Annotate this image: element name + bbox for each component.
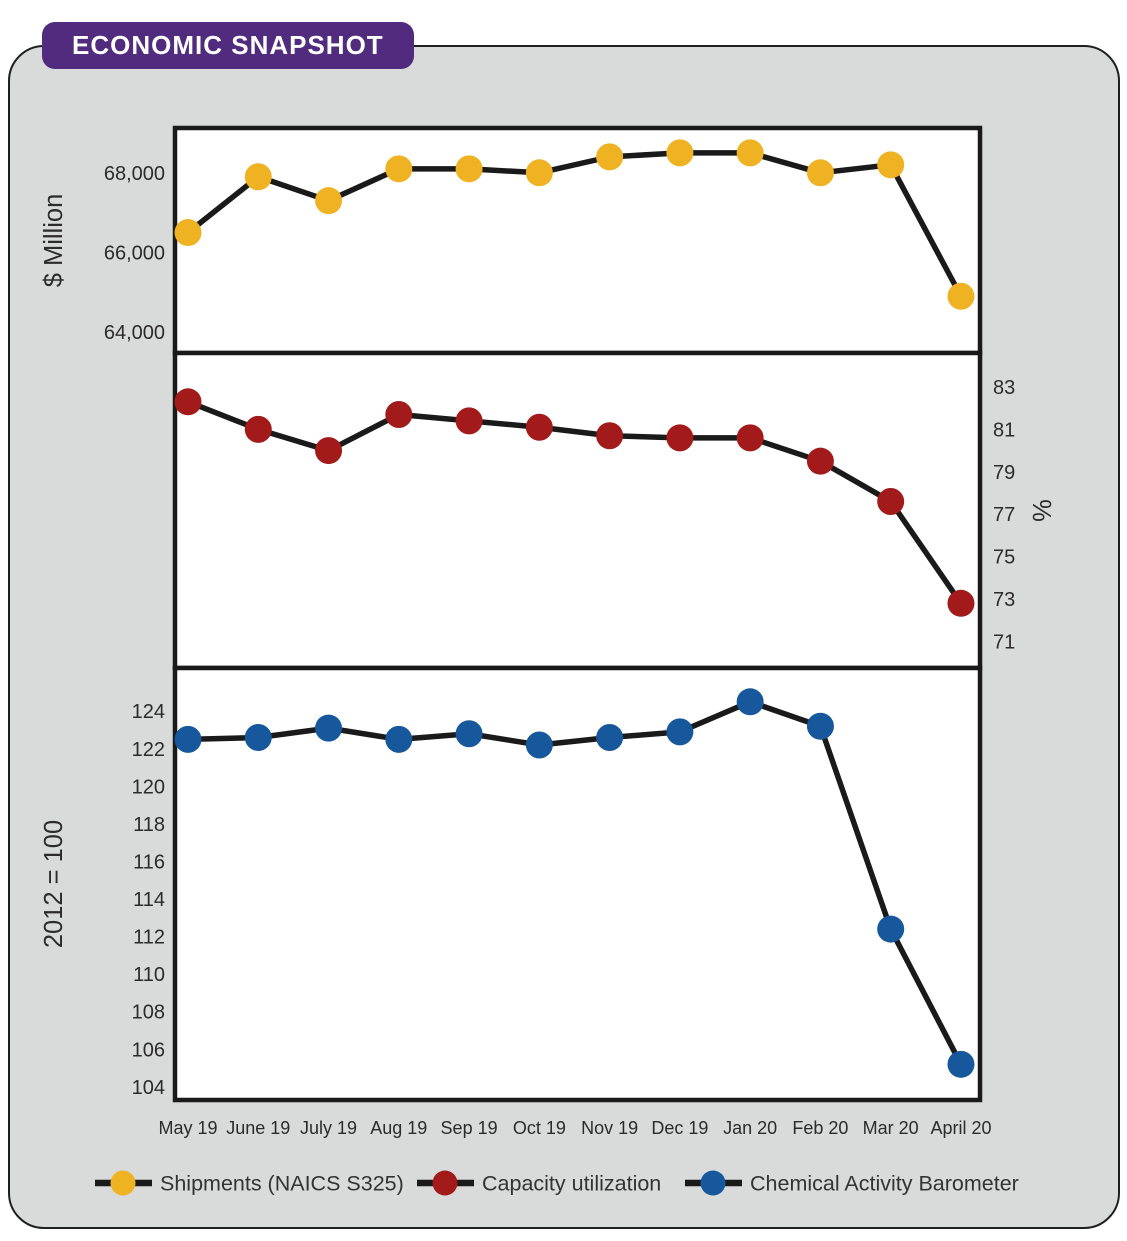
x-tick-label: May 19 bbox=[158, 1118, 217, 1138]
data-point-shipments-dec-19 bbox=[666, 139, 694, 167]
y-tick-label-chemical-activity-barometer: 110 bbox=[133, 964, 165, 986]
y-tick-label-capacity-utilization: 81 bbox=[993, 419, 1015, 441]
y-tick-label-capacity-utilization: 71 bbox=[993, 631, 1015, 653]
y-tick-label-chemical-activity-barometer: 124 bbox=[132, 701, 165, 723]
data-point-shipments-june-19 bbox=[244, 163, 272, 191]
data-point-chemical-activity-barometer-jan-20 bbox=[736, 688, 764, 716]
y-tick-label-capacity-utilization: 75 bbox=[993, 547, 1015, 569]
data-point-shipments-sep-19 bbox=[455, 155, 483, 183]
data-point-chemical-activity-barometer-nov-19 bbox=[596, 723, 624, 751]
data-point-shipments-aug-19 bbox=[385, 155, 413, 183]
data-point-capacity-utilization-aug-19 bbox=[385, 401, 413, 429]
legend-marker-icon bbox=[432, 1170, 458, 1196]
y-tick-label-capacity-utilization: 77 bbox=[993, 504, 1015, 526]
data-point-shipments-july-19 bbox=[315, 187, 343, 215]
data-point-shipments-nov-19 bbox=[596, 143, 624, 171]
data-point-chemical-activity-barometer-dec-19 bbox=[666, 718, 694, 746]
data-point-chemical-activity-barometer-july-19 bbox=[315, 714, 343, 742]
data-point-shipments-may-19 bbox=[174, 219, 202, 247]
x-tick-label: July 19 bbox=[300, 1118, 357, 1138]
y-tick-label-chemical-activity-barometer: 116 bbox=[133, 851, 165, 873]
y-tick-label-chemical-activity-barometer: 106 bbox=[132, 1039, 165, 1061]
y-tick-label-capacity-utilization: 79 bbox=[993, 462, 1015, 484]
y-tick-label-shipments: 66,000 bbox=[104, 242, 165, 264]
y-tick-label-shipments: 64,000 bbox=[104, 322, 165, 344]
legend-item-label: Shipments (NAICS S325) bbox=[160, 1172, 404, 1196]
data-point-capacity-utilization-nov-19 bbox=[596, 422, 624, 450]
data-point-chemical-activity-barometer-april-20 bbox=[947, 1050, 975, 1078]
data-point-chemical-activity-barometer-oct-19 bbox=[525, 731, 553, 759]
data-point-capacity-utilization-april-20 bbox=[947, 589, 975, 617]
data-point-capacity-utilization-may-19 bbox=[174, 388, 202, 416]
y-tick-label-chemical-activity-barometer: 122 bbox=[132, 739, 165, 761]
y-tick-label-shipments: 68,000 bbox=[104, 163, 165, 185]
y-axis-title-chemical-activity-barometer: 2012 = 100 bbox=[40, 820, 68, 948]
data-point-chemical-activity-barometer-sep-19 bbox=[455, 720, 483, 748]
x-tick-label: Aug 19 bbox=[370, 1118, 427, 1138]
title-badge: ECONOMIC SNAPSHOT bbox=[42, 22, 414, 69]
data-point-capacity-utilization-feb-20 bbox=[806, 447, 834, 475]
x-tick-label: June 19 bbox=[226, 1118, 290, 1138]
y-tick-label-chemical-activity-barometer: 118 bbox=[133, 814, 165, 836]
page-title: ECONOMIC SNAPSHOT bbox=[72, 30, 384, 60]
data-point-capacity-utilization-july-19 bbox=[315, 437, 343, 465]
data-point-capacity-utilization-oct-19 bbox=[525, 413, 553, 441]
y-tick-label-capacity-utilization: 73 bbox=[993, 589, 1015, 611]
data-point-chemical-activity-barometer-aug-19 bbox=[385, 725, 413, 753]
data-point-capacity-utilization-june-19 bbox=[244, 415, 272, 443]
legend-marker-icon bbox=[700, 1170, 726, 1196]
data-point-shipments-april-20 bbox=[947, 282, 975, 310]
data-point-capacity-utilization-sep-19 bbox=[455, 407, 483, 435]
y-axis-title-shipments: $ Million bbox=[40, 194, 68, 288]
y-tick-label-chemical-activity-barometer: 114 bbox=[133, 889, 165, 911]
data-point-shipments-mar-20 bbox=[877, 151, 905, 179]
data-point-shipments-oct-19 bbox=[525, 159, 553, 187]
data-point-capacity-utilization-jan-20 bbox=[736, 424, 764, 452]
y-tick-label-chemical-activity-barometer: 104 bbox=[132, 1077, 165, 1099]
data-point-capacity-utilization-mar-20 bbox=[877, 487, 905, 515]
data-point-capacity-utilization-dec-19 bbox=[666, 424, 694, 452]
y-axis-title-capacity-utilization: % bbox=[1029, 499, 1057, 522]
x-tick-label: Jan 20 bbox=[723, 1118, 777, 1138]
legend-item-label: Chemical Activity Barometer bbox=[750, 1172, 1019, 1196]
y-tick-label-chemical-activity-barometer: 112 bbox=[133, 927, 165, 949]
data-point-chemical-activity-barometer-mar-20 bbox=[877, 915, 905, 943]
x-tick-label: Nov 19 bbox=[581, 1118, 638, 1138]
data-point-shipments-jan-20 bbox=[736, 139, 764, 167]
y-tick-label-chemical-activity-barometer: 108 bbox=[132, 1002, 165, 1024]
data-point-shipments-feb-20 bbox=[806, 159, 834, 187]
data-point-chemical-activity-barometer-may-19 bbox=[174, 725, 202, 753]
x-tick-label: Sep 19 bbox=[441, 1118, 498, 1138]
x-tick-label: April 20 bbox=[930, 1118, 991, 1138]
legend-item-label: Capacity utilization bbox=[482, 1172, 661, 1196]
x-tick-label: Mar 20 bbox=[863, 1118, 919, 1138]
x-tick-label: Feb 20 bbox=[792, 1118, 848, 1138]
y-tick-label-capacity-utilization: 83 bbox=[993, 377, 1015, 399]
data-point-chemical-activity-barometer-june-19 bbox=[244, 723, 272, 751]
legend-marker-icon bbox=[110, 1170, 136, 1196]
data-point-chemical-activity-barometer-feb-20 bbox=[806, 712, 834, 740]
x-tick-label: Dec 19 bbox=[651, 1118, 708, 1138]
x-tick-label: Oct 19 bbox=[513, 1118, 566, 1138]
panel-capacity-utilization bbox=[172, 350, 983, 671]
y-tick-label-chemical-activity-barometer: 120 bbox=[132, 776, 165, 798]
